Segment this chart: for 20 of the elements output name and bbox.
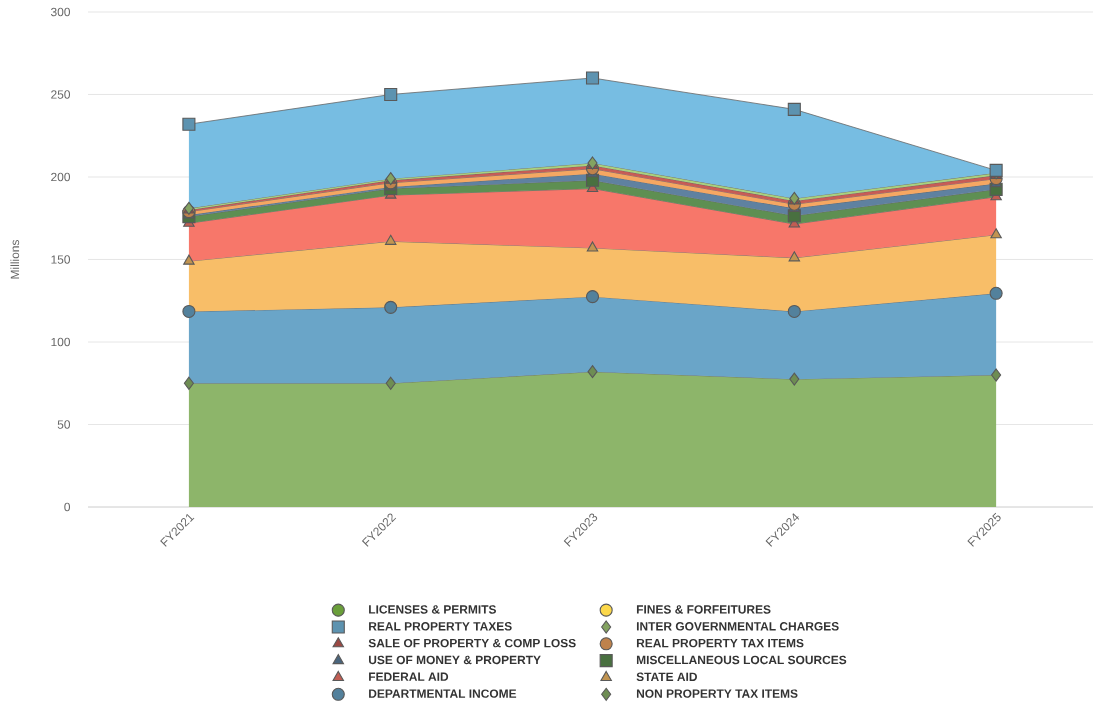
legend-label: DEPARTMENTAL INCOME — [369, 689, 517, 698]
y-tick-label: 50 — [57, 420, 71, 429]
legend-label: REAL PROPERTY TAXES — [369, 622, 512, 631]
y-tick-label: 250 — [51, 90, 71, 99]
legend-label: FEDERAL AID — [369, 672, 449, 681]
y-tick-label: 200 — [51, 172, 71, 182]
legend-label: STATE AID — [636, 672, 697, 681]
legend-label: SALE OF PROPERTY & COMP LOSS — [368, 638, 576, 648]
y-tick-label: 150 — [51, 255, 71, 264]
legend-label: NON PROPERTY TAX ITEMS — [636, 689, 798, 698]
legend-label: REAL PROPERTY TAX ITEMS — [636, 638, 804, 648]
y-tick-label: 100 — [51, 337, 71, 347]
legend-label: LICENSES & PERMITS — [369, 605, 496, 614]
legend-label: MISCELLANEOUS LOCAL SOURCES — [636, 655, 847, 665]
y-tick-label: 0 — [64, 502, 71, 512]
y-axis-title: Millions — [10, 240, 20, 279]
legend-label: FINES & FORFEITURES — [636, 605, 771, 614]
legend-label: INTER GOVERNMENTAL CHARGES — [636, 622, 839, 631]
y-tick-label: 300 — [50, 7, 71, 17]
legend-label: USE OF MONEY & PROPERTY — [368, 655, 541, 665]
